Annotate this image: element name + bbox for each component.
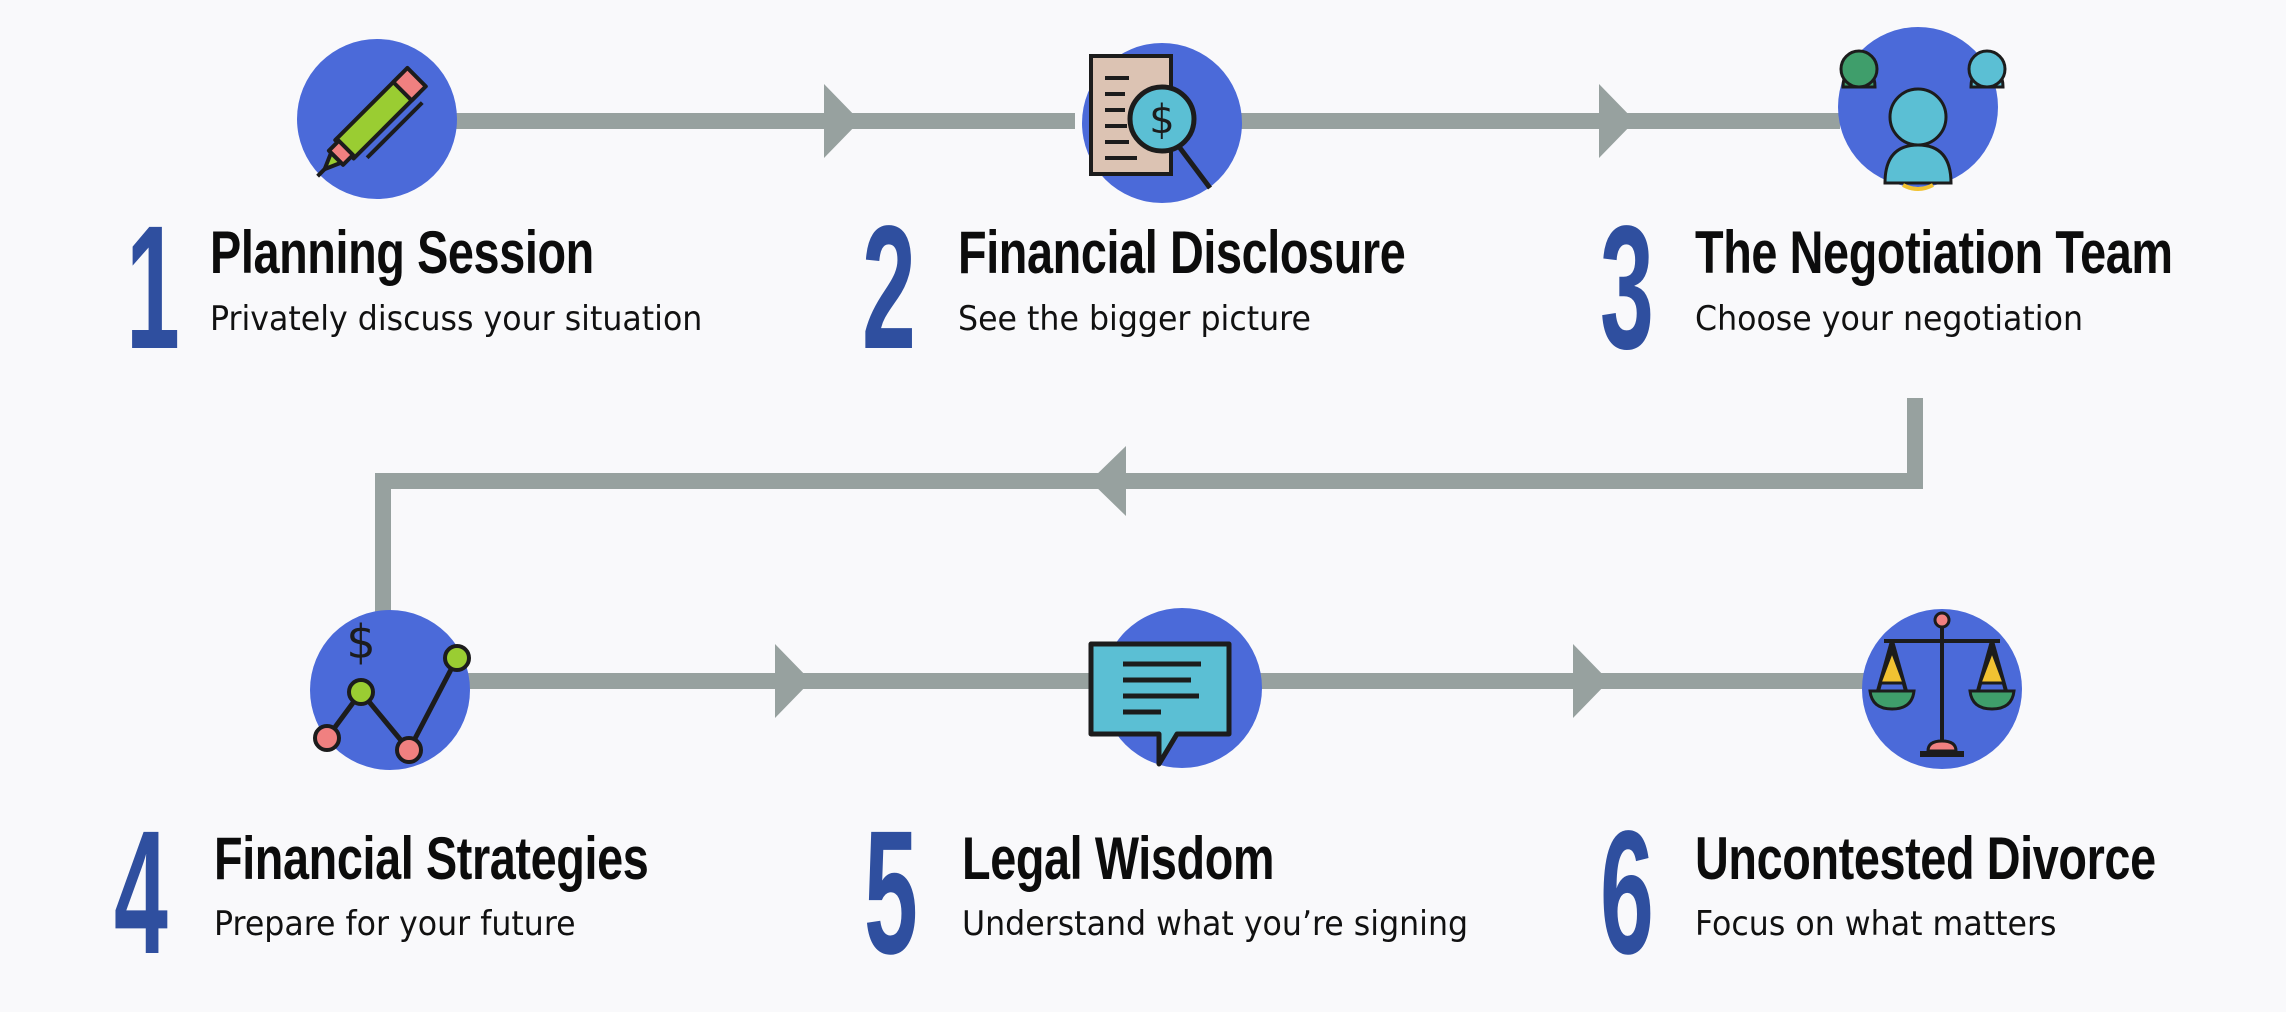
arrow-right-1 xyxy=(824,84,860,158)
step-6-title: Uncontested Divorce xyxy=(1695,825,2156,892)
step-6-icon xyxy=(1848,595,2038,785)
arrow-right-2 xyxy=(1599,84,1635,158)
arrow-right-5 xyxy=(1573,644,1609,718)
step-2-icon: $ xyxy=(1067,30,1257,220)
step-4-title: Financial Strategies xyxy=(214,825,649,892)
team-people-icon xyxy=(1838,27,2007,191)
step-2-number: 2 xyxy=(862,190,916,386)
step-1-title: Planning Session xyxy=(210,219,594,286)
step-1-number: 1 xyxy=(126,190,180,386)
svg-text:$: $ xyxy=(346,615,375,669)
pen-icon xyxy=(297,39,457,199)
step-3-icon xyxy=(1823,25,2013,215)
step-4-icon: $ xyxy=(295,598,485,788)
connector-3-4 xyxy=(375,398,1923,612)
step-6-subtitle: Focus on what matters xyxy=(1695,904,2057,944)
document-magnifier-icon: $ xyxy=(1082,43,1242,203)
arrow-right-4 xyxy=(775,644,811,718)
step-5-icon xyxy=(1087,604,1277,794)
step-5-number: 5 xyxy=(864,795,918,991)
step-6-number: 6 xyxy=(1600,795,1654,991)
step-3-title: The Negotiation Team xyxy=(1695,219,2173,286)
step-4-number: 4 xyxy=(114,795,168,991)
speech-bubble-icon xyxy=(1088,608,1262,768)
step-3-subtitle: Choose your negotiation xyxy=(1695,299,2083,339)
svg-text:$: $ xyxy=(1149,97,1174,143)
step-4-subtitle: Prepare for your future xyxy=(214,904,576,944)
step-2-subtitle: See the bigger picture xyxy=(958,299,1311,339)
step-2-title: Financial Disclosure xyxy=(958,219,1406,286)
step-3-number: 3 xyxy=(1600,190,1654,386)
step-5-subtitle: Understand what you’re signing xyxy=(962,904,1469,944)
balance-scale-icon xyxy=(1862,609,2022,769)
arrow-left-3 xyxy=(1090,446,1126,516)
step-1-icon xyxy=(282,26,472,216)
step-1-subtitle: Privately discuss your situation xyxy=(210,299,703,339)
line-chart-dollar-icon: $ xyxy=(310,610,471,770)
step-5-title: Legal Wisdom xyxy=(962,825,1275,892)
